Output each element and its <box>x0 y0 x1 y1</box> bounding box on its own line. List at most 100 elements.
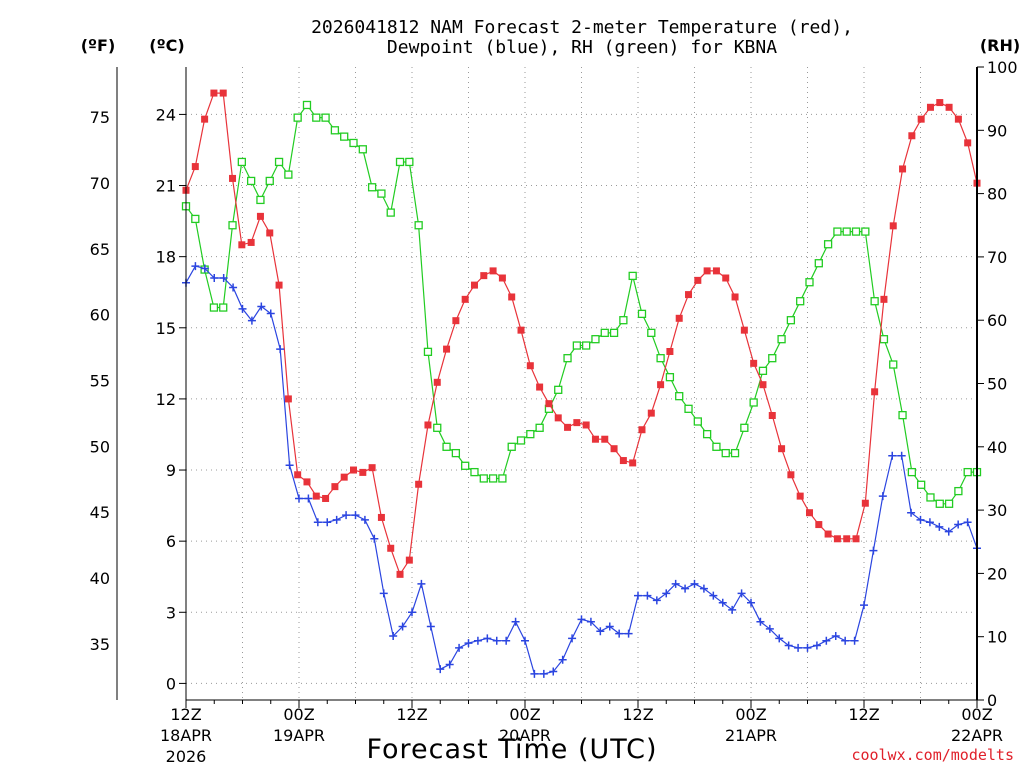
rh-tick-label: 90 <box>987 121 1007 140</box>
temperature-point <box>768 412 776 420</box>
celsius-tick-label: 24 <box>156 105 176 124</box>
temperature-point <box>666 347 674 355</box>
temperature-point <box>712 267 720 275</box>
dewpoint-point <box>257 302 266 311</box>
celsius-tick-label: 12 <box>156 390 176 409</box>
temperature-point <box>647 409 655 417</box>
fahrenheit-tick-label: 60 <box>90 306 110 325</box>
rh-point <box>907 467 917 477</box>
dewpoint-point <box>869 546 878 555</box>
dewpoint-point <box>266 309 275 318</box>
rh-series <box>181 100 982 508</box>
dewpoint-point <box>709 591 718 600</box>
dewpoint-point <box>351 511 360 520</box>
dewpoint-point <box>295 494 303 503</box>
temperature-point <box>926 103 934 111</box>
rh-point <box>749 398 758 407</box>
temperature-point <box>322 494 330 502</box>
dewpoint-point <box>775 634 784 643</box>
rh-tick-label: 60 <box>987 311 1007 330</box>
rh-point <box>619 316 628 325</box>
temperature-point <box>489 267 497 275</box>
temperature-point <box>582 421 590 429</box>
grid-lines <box>186 67 977 700</box>
dewpoint-point <box>756 617 765 626</box>
temperature-point <box>340 473 348 481</box>
rh-point <box>349 138 358 148</box>
temperature-point <box>861 499 869 507</box>
time-axis: 12Z 18APR 2026 00Z 19APR 12Z 00Z 20APR 12Z 00Z 21A… <box>160 700 1003 766</box>
rh-point <box>740 423 749 432</box>
dewpoint-point <box>200 264 209 273</box>
fahrenheit-tick-label: 65 <box>90 240 110 259</box>
temperature-point <box>880 295 888 303</box>
temperature-series <box>182 89 981 578</box>
rh-point <box>274 157 284 167</box>
temperature-point <box>275 281 283 289</box>
rh-point <box>414 221 423 230</box>
dewpoint-point <box>954 520 963 529</box>
dewpoint-point <box>313 518 322 527</box>
dewpoint-point <box>841 636 850 645</box>
temperature-point <box>405 556 413 564</box>
dewpoint-point <box>455 643 464 652</box>
temperature-point <box>591 435 599 443</box>
dewpoint-point <box>304 494 313 503</box>
celsius-tick-label: 3 <box>166 603 176 622</box>
dewpoint-point <box>586 617 595 626</box>
rh-point <box>833 227 842 236</box>
temperature-point <box>545 400 553 408</box>
temperature-point <box>303 478 311 486</box>
rh-tick-label: 30 <box>987 501 1007 520</box>
rh-point <box>591 335 600 344</box>
rh-point <box>461 461 470 470</box>
rh-point <box>470 467 479 477</box>
rh-tick-label: 10 <box>987 628 1007 647</box>
rh-point <box>926 493 935 502</box>
time-tick-label: 00Z <box>509 705 540 724</box>
temperature-point <box>852 535 860 543</box>
rh-point <box>768 354 777 363</box>
dewpoint-point <box>558 655 567 664</box>
dewpoint-point <box>577 615 586 624</box>
temperature-point <box>731 293 739 301</box>
temperature-point <box>377 513 385 521</box>
temperature-point <box>629 459 637 467</box>
rh-point <box>358 145 367 154</box>
temperature-point <box>843 535 851 543</box>
temperature-point <box>368 464 376 472</box>
rh-point <box>647 328 656 338</box>
fahrenheit-tick-label: 45 <box>90 503 110 522</box>
dewpoint-point <box>521 636 529 645</box>
dewpoint-point <box>963 518 972 527</box>
dewpoint-point <box>398 622 407 631</box>
temperature-point <box>908 132 916 140</box>
temperature-point <box>256 212 264 220</box>
temperature-point <box>964 139 972 147</box>
temperature-point <box>424 421 432 429</box>
dewpoint-point <box>737 589 746 598</box>
dewpoint-point <box>323 518 332 527</box>
temperature-point <box>610 445 618 453</box>
dewpoint-point <box>210 274 219 282</box>
rh-point <box>479 474 488 483</box>
dewpoint-point <box>605 622 614 631</box>
temperature-point <box>433 378 441 386</box>
dewpoint-point <box>596 627 605 636</box>
rh-point <box>191 214 200 224</box>
rh-point <box>628 271 637 281</box>
rh-point <box>963 467 972 477</box>
dewpoint-point <box>191 262 200 271</box>
rh-point <box>582 341 591 350</box>
dewpoint-point <box>408 608 416 617</box>
rh-point <box>219 303 228 312</box>
rh-point <box>284 170 293 179</box>
temperature-point <box>750 359 758 367</box>
temperature-point <box>638 426 646 434</box>
temperature-point <box>685 291 693 299</box>
dewpoint-point <box>652 596 661 605</box>
rh-tick-label: 40 <box>987 438 1007 457</box>
rh-point <box>917 480 926 489</box>
dewpoint-point <box>530 669 539 678</box>
dewpoint-point <box>549 667 558 676</box>
